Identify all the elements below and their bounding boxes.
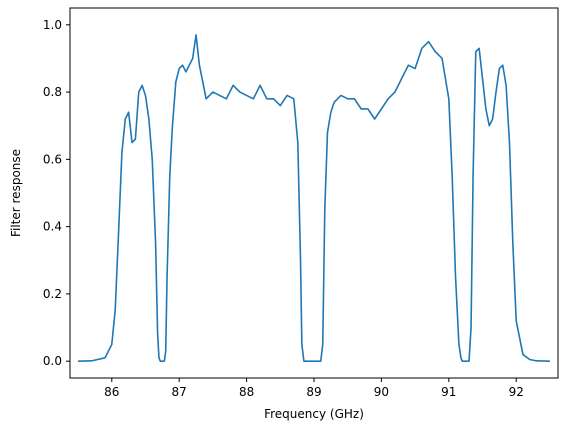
x-tick-label: 91	[441, 385, 456, 399]
y-tick-label: 0.0	[43, 354, 62, 368]
y-axis-label: Filter response	[9, 149, 23, 237]
x-tick-label: 86	[104, 385, 119, 399]
x-tick-label: 87	[172, 385, 187, 399]
x-axis-ticks: 86 87 88 89 90 91 92	[104, 378, 524, 399]
y-tick-label: 0.8	[43, 85, 62, 99]
x-tick-label: 88	[239, 385, 254, 399]
y-tick-label: 0.4	[43, 220, 62, 234]
y-tick-label: 1.0	[43, 18, 62, 32]
x-tick-label: 92	[509, 385, 524, 399]
y-tick-label: 0.2	[43, 287, 62, 301]
y-tick-label: 0.6	[43, 152, 62, 166]
plot-area	[69, 7, 559, 379]
series-line	[78, 34, 550, 362]
x-tick-label: 90	[374, 385, 389, 399]
x-tick-label: 89	[306, 385, 321, 399]
x-axis-label: Frequency (GHz)	[264, 407, 364, 421]
y-axis-ticks: 0.0 0.2 0.4 0.6 0.8 1.0	[43, 18, 70, 368]
